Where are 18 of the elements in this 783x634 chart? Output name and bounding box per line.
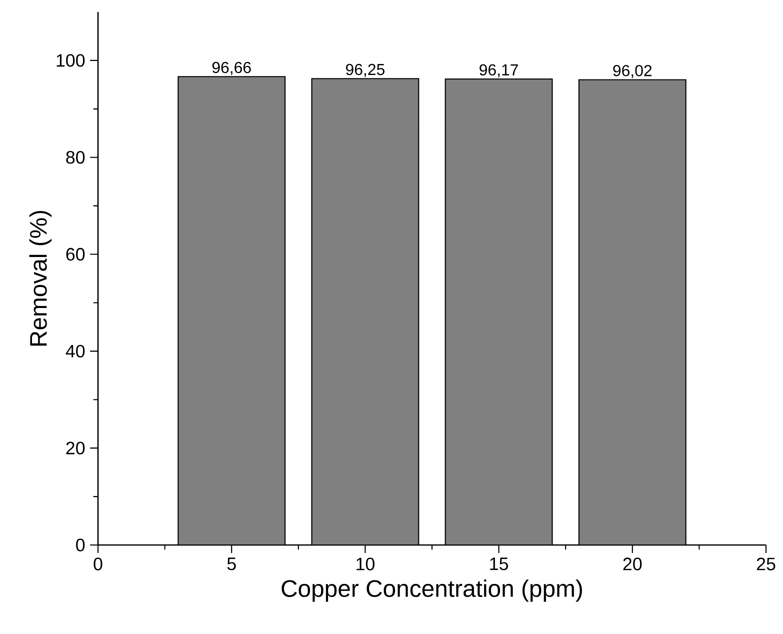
- y-axis-title: Removal (%): [29, 210, 52, 346]
- x-tick-label: 0: [94, 558, 102, 570]
- y-tick-label: 80: [66, 151, 85, 164]
- y-tick-label: 100: [56, 54, 85, 67]
- x-tick-label: 25: [756, 558, 776, 570]
- x-tick-label: 10: [356, 558, 374, 570]
- x-tick-label: 15: [490, 558, 508, 570]
- y-tick-label: 0: [76, 538, 85, 552]
- x-tick-label: 5: [227, 558, 236, 570]
- data-label: 96,25: [346, 64, 384, 78]
- y-tick-label: 60: [66, 248, 85, 261]
- data-label: 96,66: [212, 62, 251, 76]
- y-tick-label: 40: [66, 344, 85, 358]
- data-label: 96,02: [613, 64, 652, 78]
- y-tick-label: 20: [66, 442, 85, 454]
- data-label: 96,17: [480, 64, 518, 78]
- x-tick-label: 20: [623, 558, 642, 570]
- x-axis-title: Copper Concentration (ppm): [282, 579, 582, 602]
